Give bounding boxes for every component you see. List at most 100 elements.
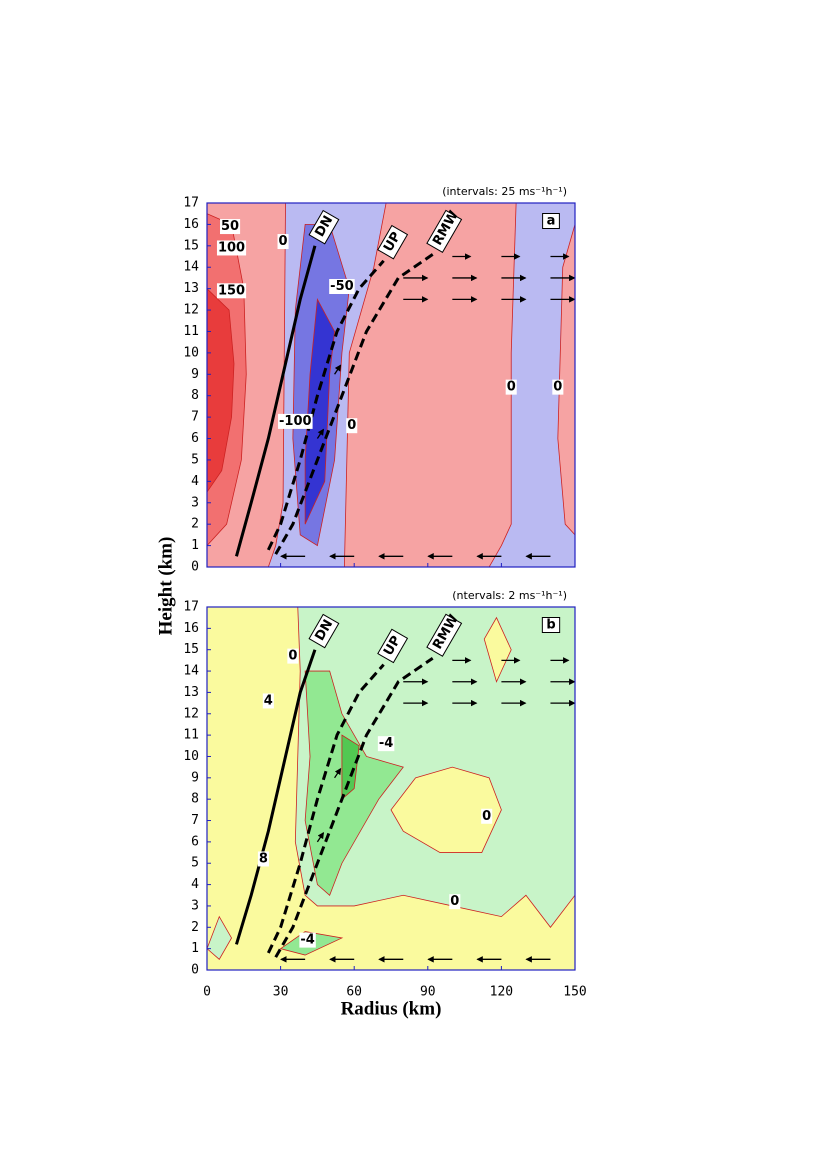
contour-label: -50 <box>330 279 354 294</box>
contour-label: 0 <box>288 649 297 664</box>
interval-note: (ntervals: 2 ms⁻¹h⁻¹) <box>452 589 567 602</box>
contour-label-bg <box>299 932 316 948</box>
y-tick-label: 1 <box>191 538 199 553</box>
y-tick-label: 7 <box>191 813 199 828</box>
y-tick-label: 16 <box>183 621 199 636</box>
contour-label: 8 <box>259 851 268 866</box>
contour-label-bg <box>449 894 461 910</box>
contour-label-bg <box>329 279 355 295</box>
contour-label: -4 <box>300 933 314 948</box>
y-tick-label: 15 <box>183 642 199 657</box>
plot-frame <box>206 606 576 971</box>
y-tick-label: 8 <box>191 388 199 403</box>
contour-label-bg <box>287 648 299 664</box>
trajectory-line <box>235 649 317 945</box>
panel-letter-box <box>541 617 561 633</box>
y-tick-label: 15 <box>183 238 199 253</box>
contour-label: 150 <box>218 283 245 298</box>
contour-region <box>304 298 335 525</box>
contour-label-bg <box>552 379 564 395</box>
plot-area <box>207 607 575 970</box>
y-tick-label: 13 <box>183 685 199 700</box>
trajectory-line <box>234 245 317 557</box>
line-label-box <box>377 628 409 664</box>
contour-label: 100 <box>218 240 245 255</box>
line-label-box <box>426 613 463 657</box>
contour-label: 50 <box>221 219 239 234</box>
contour-label: 4 <box>264 693 273 708</box>
contour-label: 0 <box>553 380 562 395</box>
line-label-box <box>308 209 340 245</box>
y-tick-label: 12 <box>183 706 199 721</box>
y-tick-label: 0 <box>191 963 199 978</box>
y-tick-label: 6 <box>191 431 199 446</box>
contour-label: 0 <box>507 380 516 395</box>
line-label-box <box>308 613 340 649</box>
y-tick-label: 17 <box>183 600 199 615</box>
contour-label-bg <box>278 413 313 429</box>
wind-vector <box>334 364 342 375</box>
wind-vector <box>334 767 342 779</box>
wind-vector <box>316 428 325 439</box>
contour-region <box>207 915 232 960</box>
contour-label: 0 <box>450 894 459 909</box>
contour-label-bg <box>377 736 395 752</box>
line-label-box <box>426 209 463 254</box>
contour-label: 0 <box>347 418 356 433</box>
y-tick-label: 3 <box>191 495 199 510</box>
wind-vector <box>316 831 325 843</box>
y-tick-label: 3 <box>191 898 199 913</box>
contour-label-bg <box>220 219 241 235</box>
contour-label-bg <box>346 418 358 434</box>
y-tick-label: 5 <box>191 452 199 467</box>
contour-label-bg <box>277 234 289 250</box>
x-tick-label: 150 <box>563 985 586 1000</box>
trajectory-line <box>274 657 434 958</box>
y-tick-label: 6 <box>191 834 199 849</box>
contour-region <box>488 203 575 567</box>
x-tick-label: 60 <box>346 985 362 1000</box>
y-tick-label: 11 <box>183 728 199 743</box>
y-tick-label: 8 <box>191 792 199 807</box>
contour-label: -4 <box>379 736 393 751</box>
contour-label-bg <box>216 283 247 299</box>
interval-note: (intervals: 25 ms⁻¹h⁻¹) <box>442 185 567 198</box>
contour-region <box>341 734 360 801</box>
contour-region <box>483 616 512 683</box>
y-tick-label: 5 <box>191 856 199 871</box>
y-tick-label: 14 <box>183 260 199 275</box>
contour-label: 0 <box>482 809 491 824</box>
y-tick-label: 9 <box>191 770 199 785</box>
x-tick-label: 30 <box>273 985 289 1000</box>
y-tick-label: 13 <box>183 281 199 296</box>
contour-label-bg <box>257 851 269 867</box>
x-tick-label: 90 <box>420 985 436 1000</box>
y-tick-label: 16 <box>183 217 199 232</box>
line-label-group: DN <box>308 613 340 649</box>
y-tick-label: 4 <box>191 474 199 489</box>
contour-label-bg <box>481 808 493 824</box>
x-tick-label: 0 <box>203 985 211 1000</box>
contour-label-bg <box>216 240 247 256</box>
y-tick-label: 9 <box>191 367 199 382</box>
y-tick-label: 10 <box>183 345 199 360</box>
contour-label: 0 <box>279 234 288 249</box>
contour-region <box>390 766 502 853</box>
panel-letter-box <box>542 213 560 229</box>
panel-letter: b <box>546 618 555 633</box>
contour-label-bg <box>505 379 517 395</box>
y-tick-label: 17 <box>183 196 199 211</box>
y-tick-label: 4 <box>191 877 199 892</box>
line-label-box <box>377 224 409 260</box>
line-label-group: DN <box>308 209 340 245</box>
contour-label-bg <box>262 693 274 709</box>
plot-frame <box>206 202 576 568</box>
y-tick-label: 7 <box>191 410 199 425</box>
x-tick-label: 120 <box>490 985 513 1000</box>
y-tick-label: 2 <box>191 517 199 532</box>
y-tick-label: 10 <box>183 749 199 764</box>
y-tick-label: 12 <box>183 303 199 318</box>
panel-letter: a <box>547 214 556 229</box>
y-tick-label: 0 <box>191 560 199 575</box>
